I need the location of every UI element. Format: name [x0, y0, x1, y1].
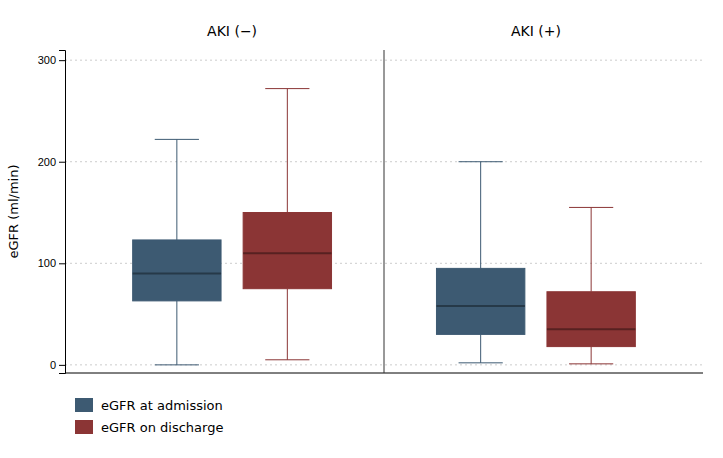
cap-low	[459, 362, 503, 363]
whisker-low	[287, 289, 288, 360]
group-title: AKI (+)	[511, 23, 561, 39]
cap-low	[265, 359, 309, 360]
chart: 0 100 200 300 AKI (−) AKI (+) eGFR (ml/min) eGF…	[0, 0, 723, 458]
y-axis: 0 100 200 300	[38, 51, 66, 374]
box-plot	[547, 207, 635, 363]
legend-label: eGFR on discharge	[101, 420, 223, 435]
whisker-low	[480, 334, 481, 362]
legend-item: eGFR at admission	[75, 398, 223, 413]
legend-swatch	[75, 398, 93, 412]
y-tick-mark	[59, 263, 65, 264]
y-tick: 200	[38, 156, 65, 168]
group-title: AKI (−)	[207, 23, 257, 39]
y-axis-line	[59, 51, 66, 374]
cap-high	[569, 207, 613, 208]
box	[243, 213, 331, 289]
box	[547, 292, 635, 347]
legend-swatch	[75, 420, 93, 434]
plot: 0 100 200 300 AKI (−) AKI (+)	[38, 23, 703, 374]
y-axis-title: eGFR (ml/min)	[6, 164, 21, 258]
y-tick-label: 0	[50, 359, 56, 371]
box-plot	[133, 139, 221, 364]
whisker-high	[480, 162, 481, 269]
legend: eGFR at admission eGFR on discharge	[75, 398, 223, 435]
y-tick-mark	[59, 162, 65, 163]
box	[436, 268, 524, 334]
whisker-low	[591, 347, 592, 364]
box	[133, 240, 221, 301]
box-plot	[243, 89, 331, 360]
cap-high	[459, 161, 503, 162]
median	[436, 305, 524, 307]
y-tick-label: 100	[38, 257, 56, 269]
y-tick-mark	[59, 60, 65, 61]
y-tick: 300	[38, 54, 65, 66]
y-tick: 100	[38, 257, 65, 269]
boxes	[133, 89, 636, 365]
whisker-high	[176, 139, 177, 240]
median	[243, 252, 331, 254]
whisker-high	[287, 89, 288, 213]
median	[133, 272, 221, 274]
cap-low	[569, 363, 613, 364]
box-plot	[436, 162, 524, 363]
cap-high	[265, 88, 309, 89]
cap-high	[155, 139, 199, 140]
whisker-low	[176, 301, 177, 365]
legend-label: eGFR at admission	[101, 398, 223, 413]
legend-item: eGFR on discharge	[75, 420, 223, 435]
cap-low	[155, 364, 199, 365]
group-divider	[384, 50, 385, 373]
y-tick-label: 300	[38, 54, 56, 66]
median	[547, 328, 635, 330]
whisker-high	[591, 207, 592, 291]
y-tick-label: 200	[38, 156, 56, 168]
y-tick-mark	[59, 365, 65, 366]
y-tick: 0	[50, 359, 65, 371]
